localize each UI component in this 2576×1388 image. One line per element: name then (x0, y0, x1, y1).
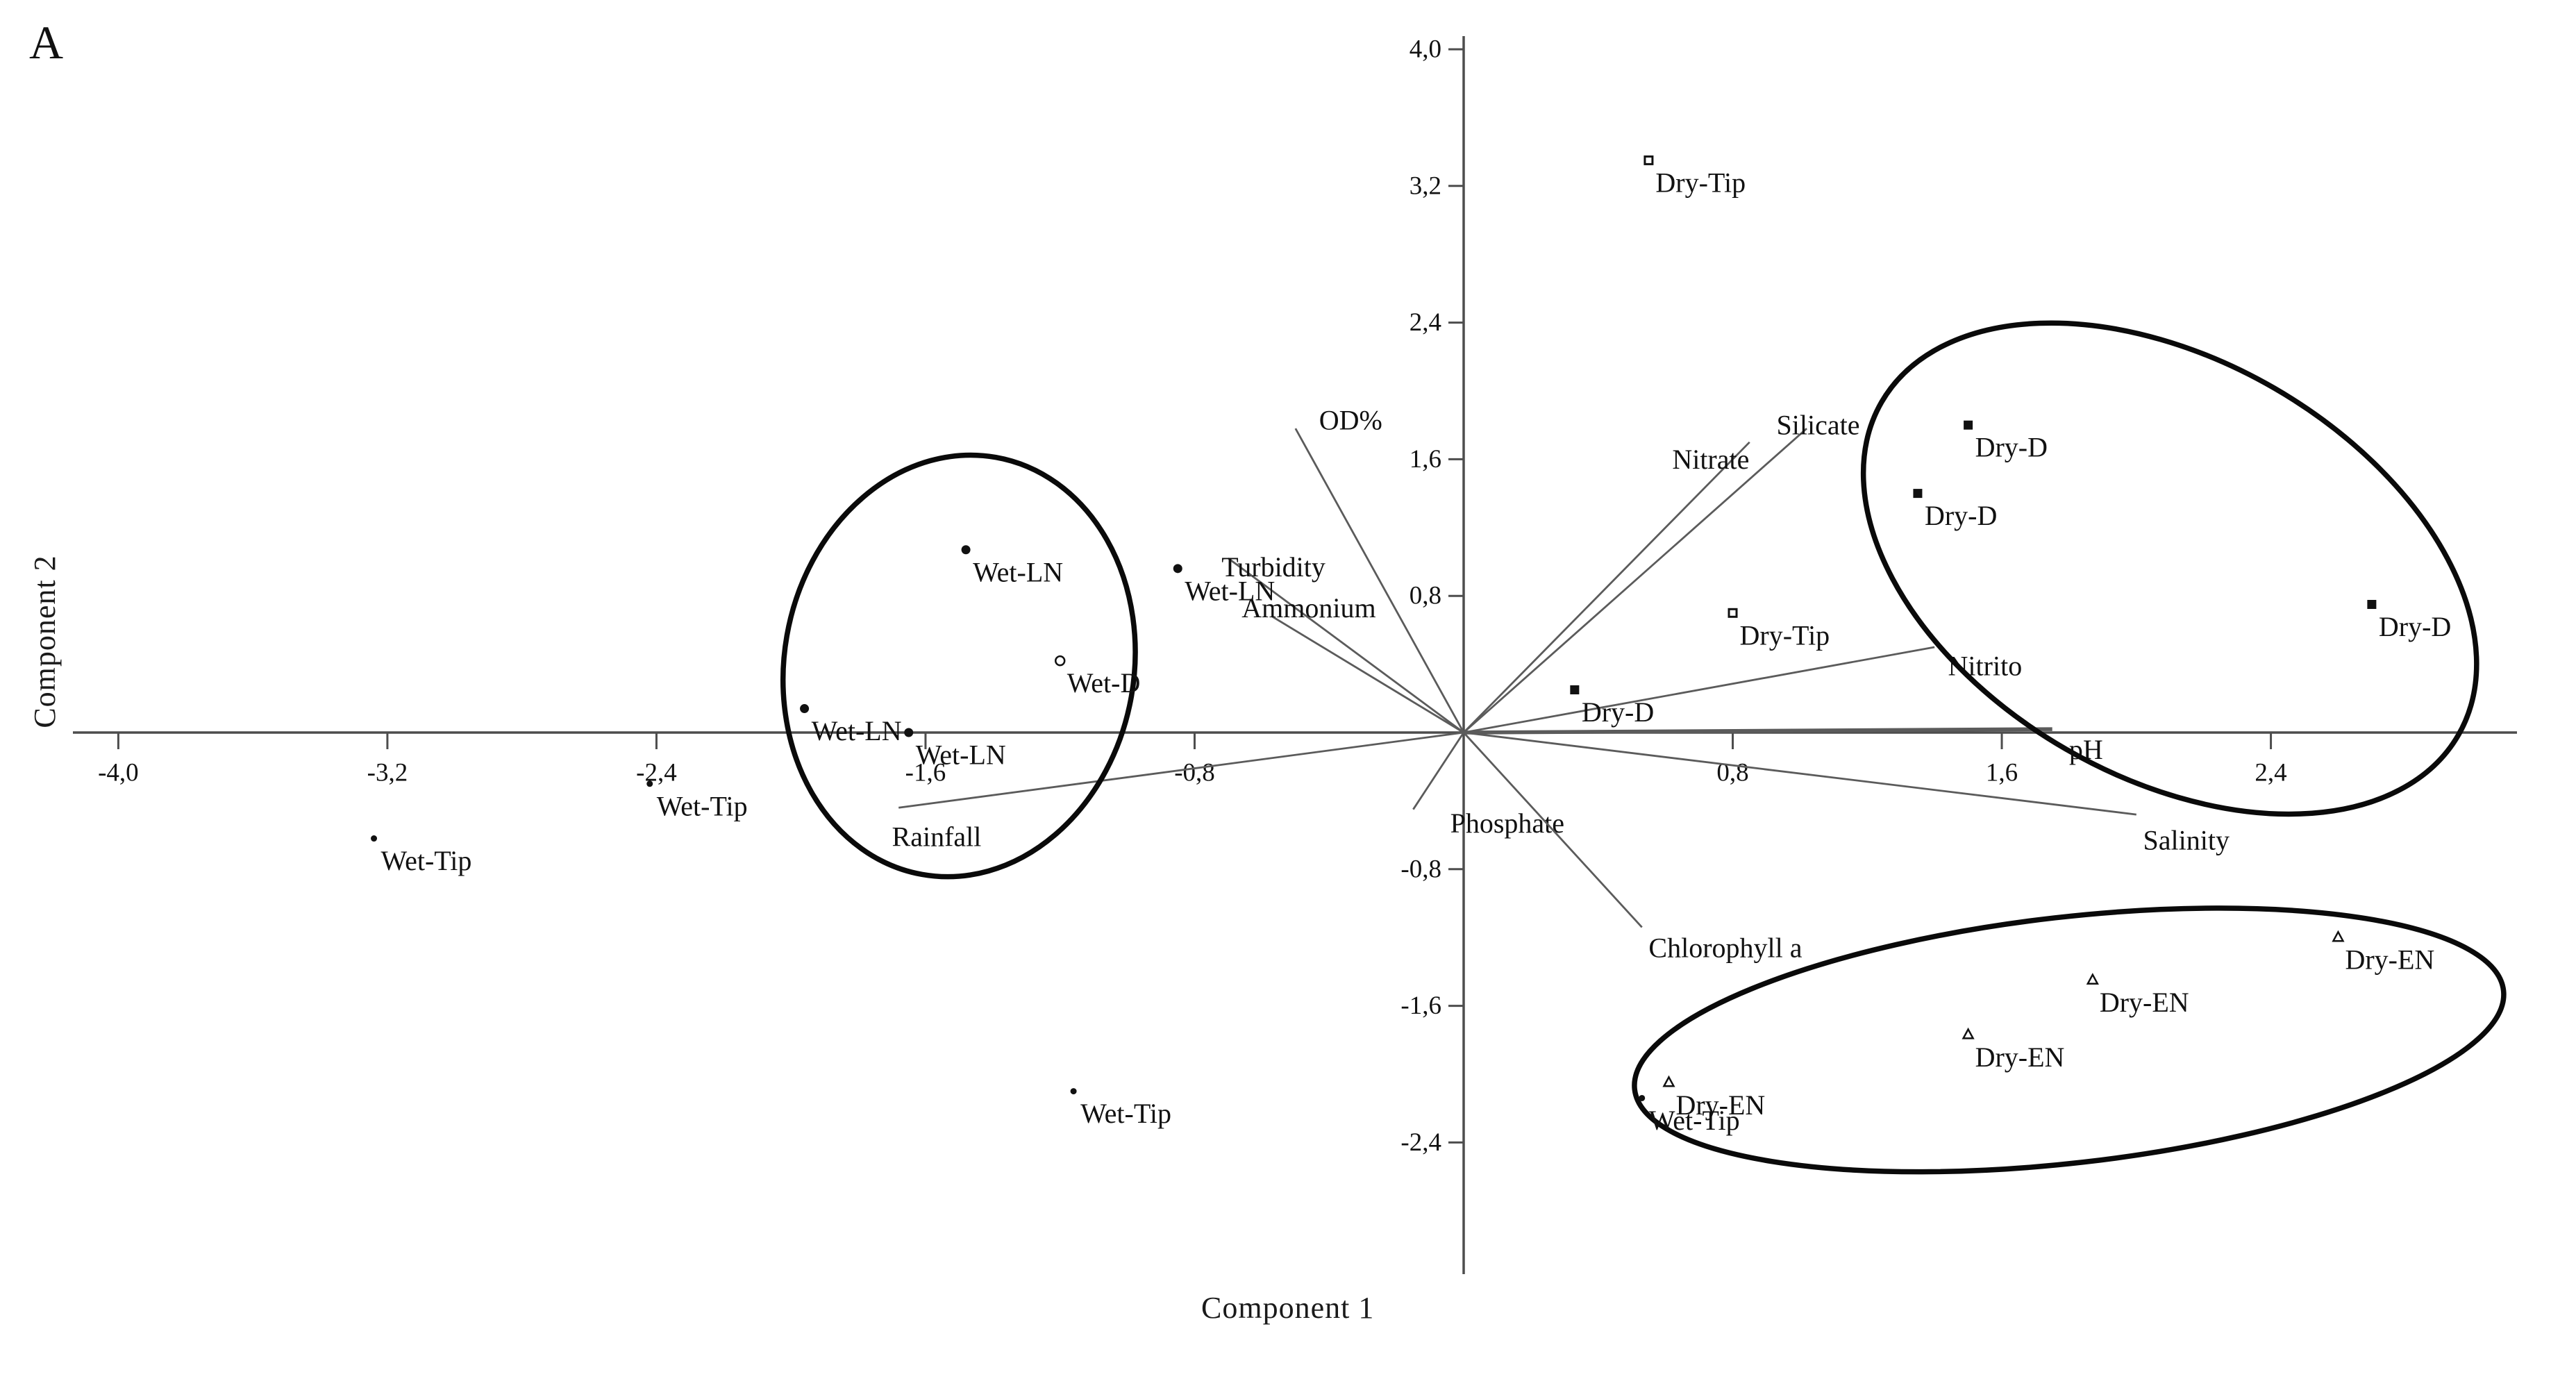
sample-marker (1964, 420, 1973, 430)
loading-vector-label: Turbidity (1221, 551, 1325, 583)
sample-label: Wet-Tip (381, 845, 472, 876)
loading-vector-line (1463, 727, 2052, 735)
y-tick-label: 4,0 (1410, 35, 1441, 64)
cluster-ellipse (1632, 905, 2507, 1175)
x-tick-label: -0,8 (1174, 759, 1215, 787)
sample-label: Dry-EN (2100, 987, 2189, 1018)
loading-vector-line (1271, 615, 1464, 734)
sample-marker (2332, 930, 2345, 942)
loading-vector-line (1463, 646, 1935, 734)
sample-label: Wet-LN (812, 715, 902, 746)
sample-marker (1639, 1094, 1646, 1101)
sample-marker (1662, 1075, 1675, 1087)
y-tick-label: 3,2 (1410, 172, 1441, 200)
loading-vector-label: Salinity (2143, 824, 2229, 855)
y-tick-label: -0,8 (1400, 855, 1441, 883)
sample-label: Dry-D (2379, 611, 2451, 642)
panel-label: A (29, 16, 64, 69)
sample-label: Dry-D (1582, 696, 1654, 728)
sample-marker (2086, 973, 2099, 985)
sample-marker (800, 704, 810, 714)
sample-label: Dry-D (1925, 500, 1997, 531)
loading-vector-label: Ammonium (1241, 592, 1375, 624)
loading-vector-line (1463, 428, 1808, 734)
x-tick-label: -1,6 (905, 759, 946, 787)
x-tick-label: 2,4 (2255, 759, 2286, 787)
loading-vector-line (1462, 732, 1643, 928)
x-tick-label: -3,2 (367, 759, 408, 787)
sample-marker (646, 780, 653, 787)
loading-vector-line (1228, 557, 1464, 734)
y-tick-label: -2,4 (1400, 1128, 1441, 1157)
sample-label: Dry-Tip (1655, 167, 1746, 198)
y-tick-label: -1,6 (1400, 992, 1441, 1020)
sample-marker (2367, 600, 2377, 609)
sample-label: Dry-EN (2345, 944, 2434, 976)
x-tick-label: -2,4 (636, 759, 677, 787)
sample-label: Wet-LN (1185, 575, 1275, 606)
loading-vector-label: OD% (1319, 404, 1382, 435)
sample-label: Dry-Tip (1740, 619, 1830, 651)
x-tick-label: 0,8 (1716, 759, 1748, 787)
loading-vector-line (898, 731, 1464, 809)
y-tick-label: 1,6 (1410, 445, 1441, 474)
sample-label: Wet-Tip (657, 790, 748, 821)
sample-marker (1962, 1027, 1975, 1039)
loading-vector-line (1463, 441, 1750, 733)
sample-marker (1173, 564, 1182, 574)
sample-marker (1570, 685, 1580, 694)
sample-marker (1728, 608, 1738, 618)
sample-label: Dry-EN (1975, 1042, 2065, 1073)
x-tick-label: -4,0 (98, 759, 139, 787)
sample-label: Wet-Tip (1649, 1105, 1740, 1136)
cluster-ellipse (1860, 320, 2479, 817)
loading-vector-label: Rainfall (892, 821, 982, 853)
sample-label: Wet-D (1067, 667, 1141, 699)
sample-label: Dry-D (1975, 432, 2048, 463)
loading-vector-line (1463, 731, 2136, 816)
loading-vector-label: Chlorophyll a (1648, 932, 1802, 963)
cluster-ellipse (780, 452, 1138, 880)
sample-marker (961, 545, 971, 555)
loading-vector-label: Nitrate (1672, 444, 1749, 475)
y-tick-label: 0,8 (1410, 582, 1441, 610)
sample-label: Wet-Tip (1080, 1098, 1171, 1129)
sample-marker (904, 728, 914, 737)
sample-marker (1054, 655, 1066, 667)
sample-marker (1644, 155, 1654, 165)
sample-label: Wet-LN (916, 739, 1006, 771)
loading-vector-line (1294, 428, 1465, 733)
loading-vector-line (1412, 732, 1465, 810)
loading-vector-label: Silicate (1776, 410, 1859, 441)
y-axis-title: Component 2 (28, 555, 62, 728)
sample-label: Wet-LN (973, 556, 1063, 587)
x-tick-label: 1,6 (1986, 759, 2018, 787)
sample-marker (1070, 1088, 1077, 1095)
sample-marker (371, 835, 378, 842)
sample-label: Dry-EN (1675, 1089, 1765, 1121)
sample-marker (1913, 489, 1923, 499)
x-axis-title: Component 1 (1201, 1291, 1375, 1325)
y-tick-label: 2,4 (1410, 308, 1441, 337)
